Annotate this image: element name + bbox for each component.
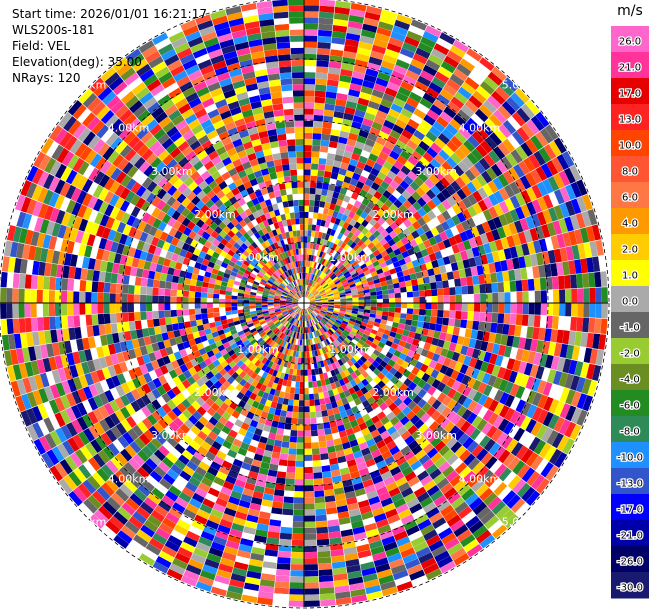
ring-label: 4.00km xyxy=(459,122,501,135)
colorbar-tick-label: -8.0 xyxy=(620,426,640,437)
colorbar-swatch xyxy=(611,390,649,417)
colorbar-tick-label: 26.0 xyxy=(619,36,641,47)
colorbar-swatch xyxy=(611,104,649,131)
colorbar-swatch xyxy=(611,494,649,521)
colorbar-swatch xyxy=(611,78,649,105)
ring-label: 1.00km xyxy=(329,343,371,356)
colorbar-tick-label: 21.0 xyxy=(619,62,641,73)
ring-label: 2.00km xyxy=(372,208,414,221)
colorbar-swatch xyxy=(611,442,649,469)
colorbar-tick-label: -1.0 xyxy=(620,322,640,333)
colorbar-swatch xyxy=(611,468,649,495)
colorbar-swatch xyxy=(611,52,649,79)
ring-label: 3.00km xyxy=(151,429,193,442)
elevation-label: Elevation(deg): 35.00 xyxy=(12,55,142,69)
colorbar-tick-label: 8.0 xyxy=(622,166,638,177)
colorbar-swatch xyxy=(611,364,649,391)
colorbar-tick-label: -6.0 xyxy=(620,400,640,411)
ring-label: 5.00km xyxy=(502,516,544,529)
ring-label: 1.00km xyxy=(237,343,279,356)
colorbar-unit: m/s xyxy=(617,3,643,19)
colorbar-tick-label: 2.0 xyxy=(622,244,638,255)
colorbar-tick-label: -10.0 xyxy=(617,452,643,463)
colorbar-tick-label: 0.0 xyxy=(622,296,638,307)
colorbar-tick-label: -17.0 xyxy=(617,504,643,515)
ring-label: 1.00km xyxy=(329,251,371,264)
ring-label: 1.00km xyxy=(237,251,279,264)
colorbar-tick-label: 17.0 xyxy=(619,88,641,99)
field-label: Field: VEL xyxy=(12,39,71,53)
start-time-label: Start time: 2026/01/01 16:21:17 xyxy=(12,7,207,21)
nrays-label: NRays: 120 xyxy=(12,71,81,85)
ring-label: 5.00km xyxy=(65,79,107,92)
colorbar-swatch xyxy=(611,416,649,443)
colorbar-tick-label: -4.0 xyxy=(620,374,640,385)
colorbar-swatch xyxy=(611,130,649,157)
ring-label: 4.00km xyxy=(459,472,501,485)
colorbar-tick-label: -13.0 xyxy=(617,478,643,489)
colorbar-swatch xyxy=(611,520,649,547)
ring-label: 2.00km xyxy=(372,386,414,399)
colorbar-tick-label: 1.0 xyxy=(622,270,638,281)
range-ring xyxy=(0,0,610,609)
ring-label: 4.00km xyxy=(108,122,150,135)
colorbar-tick-label: 6.0 xyxy=(622,192,638,203)
colorbar-tick-label: -2.0 xyxy=(620,348,640,359)
ring-label: 3.00km xyxy=(415,429,457,442)
ring-label: 3.00km xyxy=(151,165,193,178)
colorbar-swatch xyxy=(611,260,649,287)
colorbar-tick-label: 10.0 xyxy=(619,140,641,151)
ring-label: 3.00km xyxy=(415,165,457,178)
colorbar-tick-label: 13.0 xyxy=(619,114,641,125)
instrument-label: WLS200s-181 xyxy=(12,23,95,37)
ring-label: 4.00km xyxy=(108,472,150,485)
ring-label: 5.00km xyxy=(65,516,107,529)
ring-label: 5.00km xyxy=(502,79,544,92)
colorbar-swatch xyxy=(611,286,649,313)
colorbar-tick-label: -21.0 xyxy=(617,530,643,541)
ring-label: 2.00km xyxy=(194,386,236,399)
colorbar-swatch xyxy=(611,234,649,261)
colorbar-swatch xyxy=(611,208,649,235)
colorbar-swatch xyxy=(611,338,649,365)
colorbar-tick-label: 4.0 xyxy=(622,218,638,229)
velocity-field xyxy=(0,0,608,607)
colorbar-swatch xyxy=(611,312,649,339)
colorbar-swatch xyxy=(611,156,649,183)
colorbar-swatch xyxy=(611,572,649,599)
ring-label: 2.00km xyxy=(194,208,236,221)
colorbar-tick-label: -30.0 xyxy=(617,582,643,593)
colorbar-swatch xyxy=(611,546,649,573)
colorbar-tick-label: -26.0 xyxy=(617,556,643,567)
colorbar-swatch xyxy=(611,26,649,53)
colorbar-swatch xyxy=(611,182,649,209)
